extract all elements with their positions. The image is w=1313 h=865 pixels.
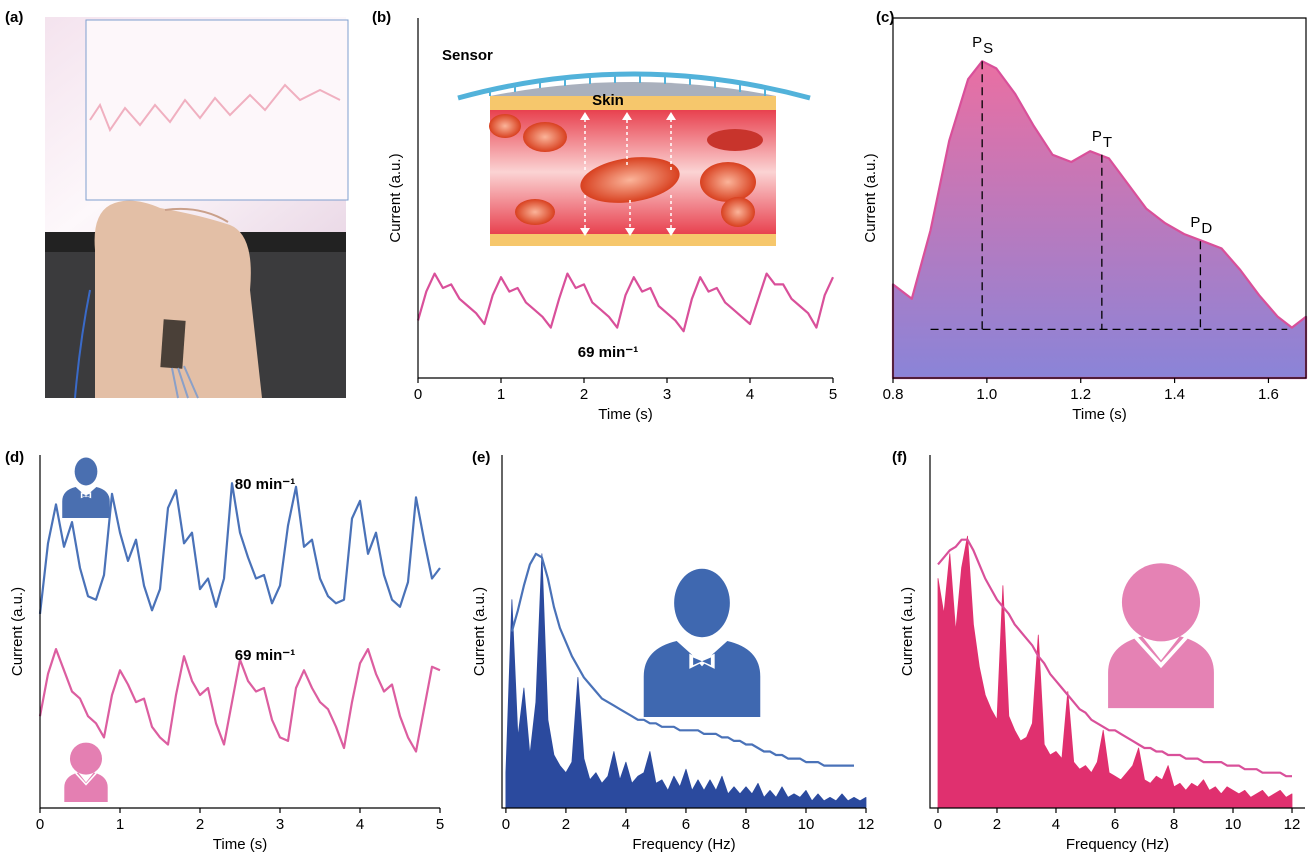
x-tick-label: 6	[1111, 816, 1119, 833]
plot: 0 2 4 6 8 10 12 Frequency (Hz) Current (a.u.)	[899, 455, 1305, 853]
x-tick-label: 3	[276, 816, 284, 833]
marker-subscript: S	[983, 40, 993, 57]
annotation: Sensor	[442, 47, 493, 64]
x-tick-label: 8	[742, 816, 750, 833]
x-tick-label: 2	[562, 816, 570, 833]
x-tick-label: 12	[1284, 816, 1301, 833]
x-tick-label: 1.2	[1070, 386, 1091, 403]
female-icon	[64, 743, 107, 802]
x-axis-label: Time (s)	[1072, 406, 1126, 423]
panel-label: (b)	[372, 9, 391, 26]
x-tick-label: 2	[196, 816, 204, 833]
panel-label: (c)	[876, 9, 894, 26]
x-tick-label: 4	[1052, 816, 1060, 833]
x-tick-label: 1	[497, 386, 505, 403]
x-tick-label: 2	[580, 386, 588, 403]
x-axis-label: Time (s)	[598, 406, 652, 423]
annotation: 80 min⁻¹	[235, 476, 295, 493]
x-tick-label: 3	[663, 386, 671, 403]
photo	[45, 17, 348, 398]
annotation: Skin	[592, 92, 624, 109]
x-tick-label: 4	[746, 386, 754, 403]
y-axis-label: Current (a.u.)	[471, 587, 488, 676]
x-tick-label: 8	[1170, 816, 1178, 833]
y-axis-label: Current (a.u.)	[899, 587, 916, 676]
marker-subscript: T	[1103, 134, 1112, 151]
x-tick-label: 0	[502, 816, 510, 833]
annotation: 69 min⁻¹	[578, 344, 638, 361]
y-axis-label: Current (a.u.)	[862, 153, 879, 242]
x-tick-label: 4	[622, 816, 630, 833]
panel-label: (a)	[5, 9, 23, 26]
annotation: 69 min⁻¹	[235, 647, 295, 664]
y-axis-label: Current (a.u.)	[9, 587, 26, 676]
axis	[502, 455, 866, 808]
marker-label: P	[1092, 128, 1102, 145]
x-axis-label: Frequency (Hz)	[1066, 836, 1169, 853]
line	[418, 274, 833, 332]
panel-label: (f)	[892, 449, 907, 466]
x-tick-label: 0	[36, 816, 44, 833]
x-tick-label: 4	[356, 816, 364, 833]
marker-subscript: D	[1201, 220, 1212, 237]
x-tick-label: 2	[993, 816, 1001, 833]
line	[40, 649, 440, 751]
x-tick-label: 1	[116, 816, 124, 833]
area	[893, 61, 1306, 378]
panel-label: (e)	[472, 449, 490, 466]
x-tick-label: 0.8	[883, 386, 904, 403]
x-axis-label: Frequency (Hz)	[632, 836, 735, 853]
marker-label: P	[972, 34, 982, 51]
x-tick-label: 0	[414, 386, 422, 403]
figure: 012345Time (s)Current (a.u.)PSPTPD0.81.0…	[0, 0, 1313, 865]
x-axis-label: Time (s)	[213, 836, 267, 853]
x-tick-label: 10	[798, 816, 815, 833]
x-tick-label: 1.4	[1164, 386, 1185, 403]
sensor-illustration	[458, 74, 810, 246]
x-tick-label: 0	[934, 816, 942, 833]
panel-label: (d)	[5, 449, 24, 466]
x-tick-label: 1.0	[976, 386, 997, 403]
male-icon	[62, 458, 110, 518]
x-tick-label: 1.6	[1258, 386, 1279, 403]
page: {"chart_data": [ {"type": "image", "labe…	[0, 0, 1313, 865]
marker-label: P	[1190, 214, 1200, 231]
x-tick-label: 12	[858, 816, 875, 833]
y-axis-label: Current (a.u.)	[387, 153, 404, 242]
male-icon	[644, 569, 761, 717]
x-tick-label: 10	[1225, 816, 1242, 833]
female-icon	[1108, 563, 1214, 708]
x-tick-label: 6	[682, 816, 690, 833]
x-tick-label: 5	[829, 386, 837, 403]
x-tick-label: 5	[436, 816, 444, 833]
